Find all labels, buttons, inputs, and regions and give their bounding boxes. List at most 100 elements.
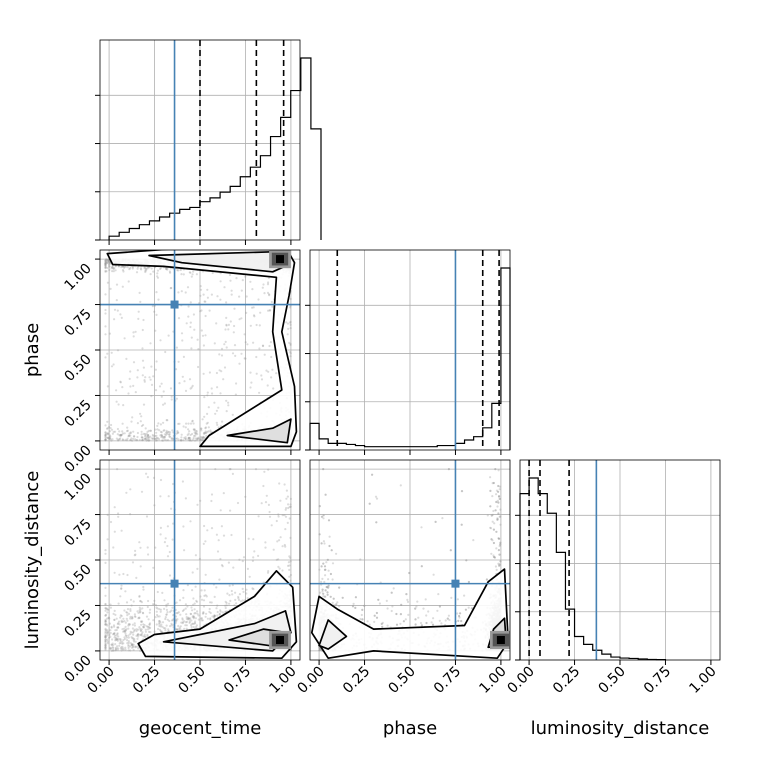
sample-point (201, 619, 204, 622)
sample-point (137, 310, 140, 313)
sample-point (114, 643, 117, 646)
sample-point (126, 614, 129, 617)
sample-point (106, 611, 109, 614)
sample-point (243, 357, 246, 360)
sample-point (113, 618, 116, 622)
sample-point (122, 270, 125, 273)
sample-point (127, 649, 130, 652)
sample-point (131, 617, 134, 620)
sample-point (184, 437, 187, 441)
sample-point (279, 499, 282, 502)
sample-point (197, 348, 200, 351)
sample-point (115, 299, 118, 302)
sample-point (141, 328, 144, 332)
sample-point (177, 269, 180, 272)
sample-point (139, 610, 142, 613)
sample-point (144, 437, 147, 441)
sample-point (143, 633, 146, 636)
sample-point (140, 436, 143, 439)
sample-point (168, 433, 171, 436)
sample-point (132, 633, 135, 636)
sample-point (227, 404, 230, 407)
sample-point (270, 376, 273, 379)
sample-point (104, 262, 107, 265)
sample-point (104, 640, 107, 643)
sample-point (154, 368, 157, 371)
sample-point (111, 646, 114, 649)
sample-point (126, 426, 129, 429)
sample-point (270, 524, 273, 527)
sample-point (104, 325, 107, 328)
sample-point (127, 392, 130, 395)
sample-point (121, 285, 124, 288)
sample-point (194, 437, 198, 440)
sample-point (190, 386, 193, 389)
sample-point (121, 269, 125, 272)
sample-point (158, 624, 161, 628)
sample-point (164, 617, 167, 621)
sample-point (268, 293, 271, 296)
sample-point (104, 644, 107, 647)
sample-point (186, 605, 189, 608)
sample-point (169, 431, 172, 434)
sample-point (193, 439, 197, 442)
sample-point (240, 317, 243, 320)
sample-point (165, 608, 168, 612)
sample-point (157, 422, 160, 425)
sample-point (110, 643, 113, 646)
sample-point (166, 555, 170, 558)
sample-point (140, 415, 143, 418)
sample-point (139, 412, 142, 415)
sample-point (127, 434, 130, 437)
sample-point (143, 435, 147, 438)
sample-point (148, 622, 152, 625)
sample-point (144, 635, 147, 638)
sample-point (108, 437, 111, 440)
sample-point (108, 265, 111, 268)
sample-point (104, 265, 107, 269)
sample-point (106, 436, 110, 439)
sample-point (127, 645, 130, 648)
sample-point (167, 431, 170, 434)
sample-point (192, 313, 195, 316)
sample-point (188, 439, 191, 442)
sample-point (104, 630, 107, 634)
sample-point (192, 438, 195, 441)
sample-point (222, 534, 226, 537)
sample-point (201, 436, 205, 439)
sample-point (114, 613, 117, 617)
sample-point (132, 430, 135, 433)
sample-point (199, 294, 202, 297)
sample-point (133, 640, 136, 643)
sample-point (125, 601, 129, 604)
sample-point (132, 645, 135, 648)
sample-point (110, 439, 113, 442)
sample-point (182, 425, 185, 428)
sample-point (116, 637, 119, 640)
sample-point (185, 620, 189, 624)
sample-point (184, 603, 187, 606)
sample-point (117, 622, 120, 625)
sample-point (170, 609, 173, 612)
sample-point (190, 624, 193, 627)
sample-point (245, 588, 248, 591)
sample-point (216, 614, 219, 617)
sample-point (148, 436, 151, 439)
sample-point (132, 361, 136, 364)
sample-point (155, 431, 158, 434)
sample-point (141, 438, 144, 442)
sample-point (268, 515, 272, 518)
sample-point (104, 635, 107, 638)
sample-point (118, 573, 121, 576)
sample-point (244, 275, 247, 278)
sample-point (178, 599, 182, 602)
sample-point (138, 606, 141, 609)
sample-point (130, 644, 133, 647)
sample-point (146, 435, 149, 438)
sample-point (150, 395, 153, 398)
sample-point (289, 342, 292, 345)
sample-point (136, 633, 139, 636)
sample-point (110, 625, 113, 629)
sample-point (128, 432, 131, 435)
sample-point (112, 430, 115, 433)
